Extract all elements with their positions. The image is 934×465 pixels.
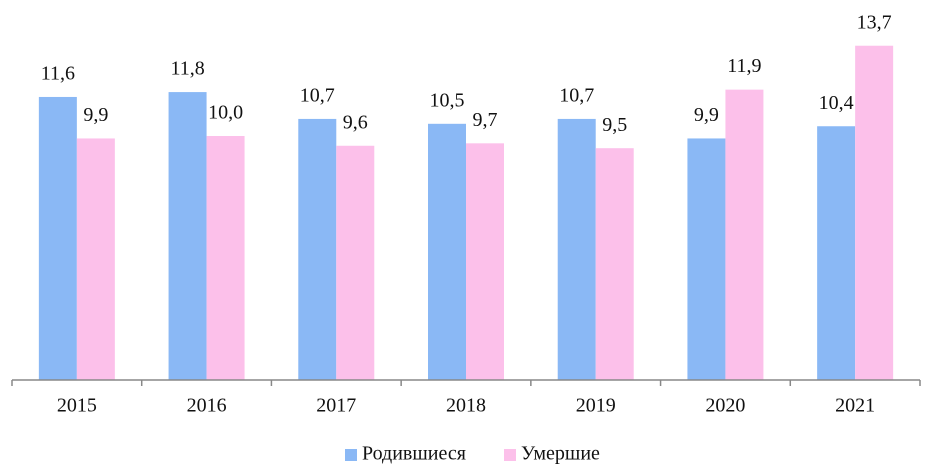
value-label: 11,8	[170, 58, 204, 80]
bar	[38, 96, 77, 381]
x-tick-label: 2020	[705, 395, 745, 417]
bar	[298, 118, 337, 381]
value-label: 9,5	[602, 114, 627, 136]
bar	[595, 148, 634, 380]
value-label: 11,9	[727, 55, 761, 77]
x-tick-label: 2017	[316, 395, 356, 417]
value-label: 9,9	[694, 104, 719, 126]
legend-label: Родившиеся	[362, 443, 466, 465]
value-label: 13,7	[857, 11, 892, 33]
x-tick-label: 2018	[446, 395, 486, 417]
bar	[336, 145, 375, 380]
value-label: 11,6	[41, 63, 75, 85]
bar	[817, 126, 856, 381]
legend-label: Умершие	[521, 443, 600, 465]
x-tick-label: 2015	[57, 395, 97, 417]
value-label: 10,7	[300, 85, 335, 107]
bar	[428, 123, 466, 381]
value-label: 10,4	[819, 92, 854, 114]
legend-swatch	[345, 449, 357, 461]
bar	[466, 143, 504, 380]
value-label: 9,7	[473, 109, 498, 131]
x-tick-label: 2016	[187, 395, 227, 417]
value-label: 10,7	[559, 85, 594, 107]
bar	[557, 118, 596, 381]
bar	[725, 89, 764, 380]
x-tick-label: 2019	[576, 395, 616, 417]
bar	[206, 136, 245, 380]
bar	[168, 92, 207, 380]
bar	[855, 45, 894, 380]
bar	[76, 138, 115, 380]
x-tick-label: 2021	[835, 395, 875, 417]
value-label: 10,0	[208, 102, 243, 124]
value-label: 10,5	[430, 89, 465, 111]
value-label: 9,9	[83, 104, 108, 126]
value-label: 9,6	[343, 111, 368, 133]
legend-swatch	[504, 449, 516, 461]
bar	[687, 138, 726, 380]
